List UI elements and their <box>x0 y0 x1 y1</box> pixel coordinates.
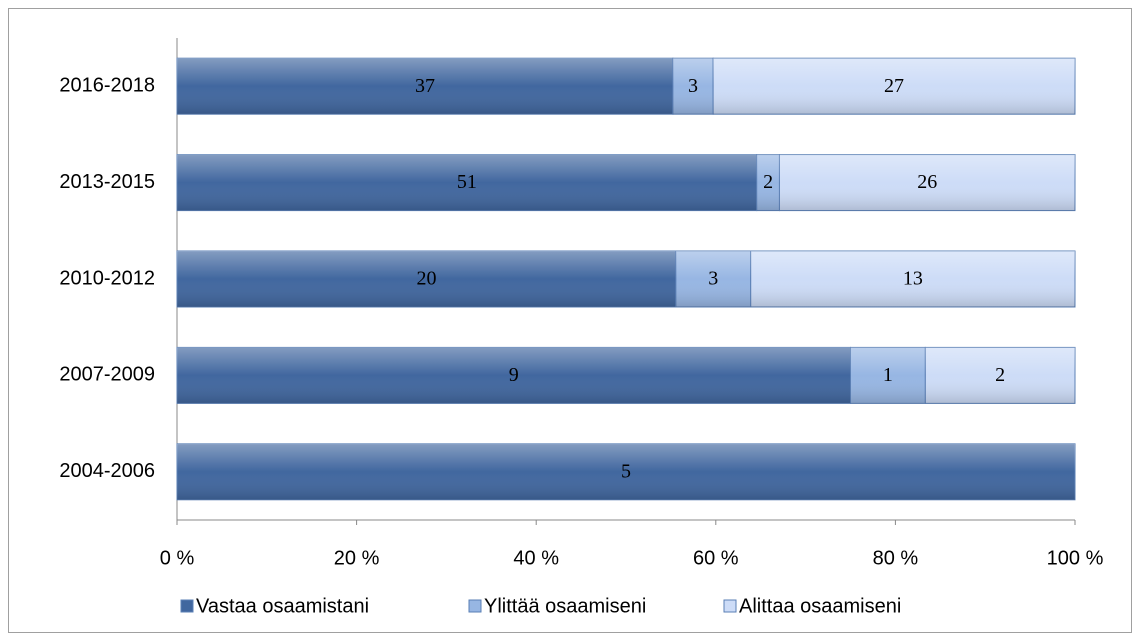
data-label: 9 <box>509 364 519 386</box>
legend-swatch <box>723 599 737 613</box>
legend-label: Ylittää osaamiseni <box>484 595 646 617</box>
x-tick-label: 0 % <box>160 547 195 569</box>
data-label: 13 <box>903 268 923 290</box>
y-tick-label: 2007-2009 <box>59 364 155 386</box>
data-label: 5 <box>621 460 631 482</box>
legend-swatch <box>180 599 194 613</box>
data-label: 1 <box>883 364 893 386</box>
legend-swatch <box>468 599 482 613</box>
y-tick-label: 2016-2018 <box>59 74 155 96</box>
y-tick-label: 2013-2015 <box>59 171 155 193</box>
data-label: 20 <box>416 268 436 290</box>
x-tick-label: 60 % <box>693 547 739 569</box>
y-tick-label: 2004-2006 <box>59 460 155 482</box>
legend-label: Alittaa osaamiseni <box>739 595 901 617</box>
x-tick-label: 40 % <box>513 547 559 569</box>
data-label: 26 <box>917 171 937 193</box>
data-label: 3 <box>708 268 718 290</box>
y-tick-label: 2010-2012 <box>59 267 155 289</box>
data-label: 3 <box>688 75 698 97</box>
legend-label: Vastaa osaamistani <box>196 595 369 617</box>
data-label: 27 <box>884 75 904 97</box>
data-label: 51 <box>457 171 477 193</box>
x-tick-label: 100 % <box>1047 547 1104 569</box>
data-label: 2 <box>763 171 773 193</box>
data-label: 2 <box>995 364 1005 386</box>
data-label: 37 <box>415 75 435 97</box>
x-tick-label: 80 % <box>873 547 919 569</box>
x-tick-label: 20 % <box>334 547 380 569</box>
